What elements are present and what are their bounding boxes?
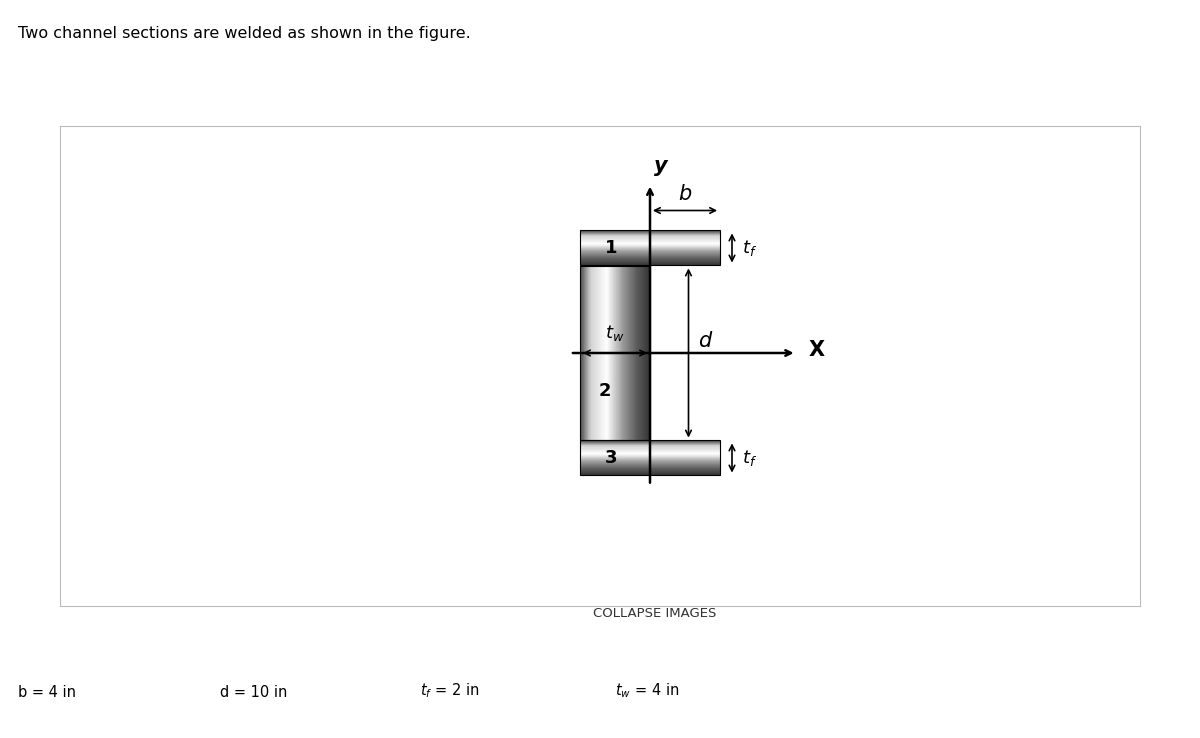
Text: Two channel sections are welded as shown in the figure.: Two channel sections are welded as shown… (18, 26, 470, 41)
Text: 1: 1 (605, 239, 618, 257)
Text: $t_f$: $t_f$ (742, 238, 757, 258)
Text: $d$: $d$ (698, 331, 714, 351)
Bar (580, 266, 650, 441)
Text: $b$: $b$ (678, 184, 692, 204)
Text: $t_w$: $t_w$ (605, 323, 625, 343)
Text: X: X (809, 340, 824, 360)
Text: 2: 2 (599, 382, 611, 401)
Text: d = 10 in: d = 10 in (220, 685, 287, 700)
Text: 3: 3 (605, 449, 618, 467)
Text: y: y (654, 156, 667, 176)
Text: b = 4 in: b = 4 in (18, 685, 76, 700)
Text: $t_f$ = 2 in: $t_f$ = 2 in (420, 681, 480, 700)
Bar (580, 441, 720, 475)
Bar (580, 230, 720, 266)
Text: $t_w$ = 4 in: $t_w$ = 4 in (616, 681, 679, 700)
Text: COLLAPSE IMAGES: COLLAPSE IMAGES (593, 607, 716, 620)
Text: $t_f$: $t_f$ (742, 448, 757, 468)
